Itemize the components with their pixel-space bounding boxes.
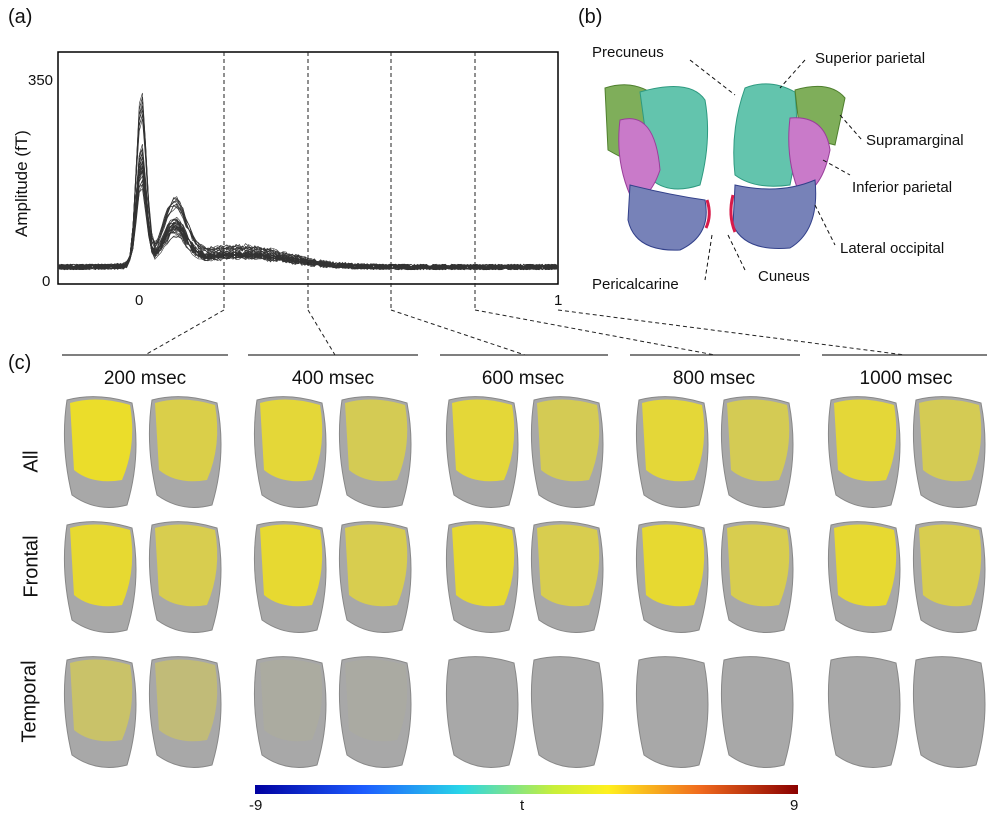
- connector-600: [390, 309, 526, 356]
- row-all: All: [20, 450, 43, 473]
- activation-overlay: [155, 659, 218, 742]
- panel-c-label: (c): [8, 352, 32, 374]
- meg-trace: [57, 167, 559, 271]
- brain-hemisphere: [912, 656, 986, 768]
- time-400: 400 msec: [291, 368, 375, 389]
- time-200: 200 msec: [103, 368, 187, 389]
- x-tick-1: 1: [554, 292, 563, 309]
- brain-hemisphere: [63, 656, 137, 768]
- row-temporal: Temporal: [18, 660, 41, 743]
- activation-overlay: [727, 524, 790, 607]
- brain-hemisphere: [720, 656, 794, 768]
- time-600: 600 msec: [481, 368, 565, 389]
- time-markers: [144, 52, 906, 356]
- activation-overlay: [70, 659, 133, 742]
- meg-trace: [57, 169, 559, 270]
- activation-overlay: [537, 524, 600, 607]
- label-cuneus: Cuneus: [758, 268, 810, 285]
- activation-overlay: [642, 524, 705, 607]
- label-inferior-parietal: Inferior parietal: [852, 179, 953, 196]
- time-800: 800 msec: [672, 368, 756, 389]
- brain-hemisphere: [530, 656, 604, 768]
- panel-b-label: (b): [578, 6, 603, 28]
- brain-hemisphere: [148, 656, 222, 768]
- label-superior-parietal: Superior parietal: [815, 50, 926, 67]
- y-tick-0: 0: [42, 273, 51, 290]
- label-precuneus: Precuneus: [592, 44, 664, 61]
- activation-overlay: [70, 524, 133, 607]
- connector-200: [144, 309, 225, 356]
- brain-hemisphere: [338, 656, 412, 768]
- meg-trace: [57, 153, 559, 271]
- activation-overlay: [919, 524, 982, 607]
- brain-grid: [63, 396, 986, 768]
- meg-trace: [57, 151, 559, 271]
- activation-overlay: [834, 399, 897, 482]
- brain-hemisphere: [253, 656, 327, 768]
- activation-overlay: [345, 524, 408, 607]
- meg-trace: [57, 144, 559, 271]
- colorbar-max: 9: [790, 797, 799, 814]
- activation-overlay: [155, 524, 218, 607]
- colorbar: [255, 785, 798, 794]
- label-lateral-occipital: Lateral occipital: [840, 240, 945, 257]
- activation-overlay: [345, 399, 408, 482]
- activation-overlay: [834, 524, 897, 607]
- activation-overlay: [727, 399, 790, 482]
- activation-overlay: [70, 399, 133, 482]
- row-frontal: Frontal: [20, 535, 43, 598]
- activation-overlay: [260, 659, 323, 742]
- region-leaders: [689, 59, 863, 281]
- activation-overlay: [452, 524, 515, 607]
- time-1000: 1000 msec: [859, 368, 953, 389]
- brain-hemisphere: [827, 656, 901, 768]
- connector-800: [474, 309, 716, 356]
- brain-hemisphere: [635, 656, 709, 768]
- activation-overlay: [345, 659, 408, 742]
- activation-overlay: [260, 524, 323, 607]
- brain-hemisphere: [445, 656, 519, 768]
- connector-1000: [557, 309, 906, 356]
- activation-overlay: [537, 399, 600, 482]
- brain-atlas-illustration: [604, 83, 846, 251]
- label-supramarginal: Supramarginal: [866, 132, 964, 149]
- activation-overlay: [452, 399, 515, 482]
- activation-overlay: [919, 399, 982, 482]
- y-tick-350: 350: [28, 72, 54, 89]
- activation-overlay: [260, 399, 323, 482]
- colorbar-mid: t: [520, 797, 525, 814]
- panel-a-label: (a): [8, 6, 33, 28]
- colorbar-min: -9: [249, 797, 263, 814]
- activation-overlay: [155, 399, 218, 482]
- activation-overlay: [642, 399, 705, 482]
- connector-400: [307, 309, 336, 356]
- meg-trace: [57, 152, 559, 271]
- label-pericalcarine: Pericalcarine: [592, 276, 679, 293]
- x-tick-0: 0: [135, 292, 144, 309]
